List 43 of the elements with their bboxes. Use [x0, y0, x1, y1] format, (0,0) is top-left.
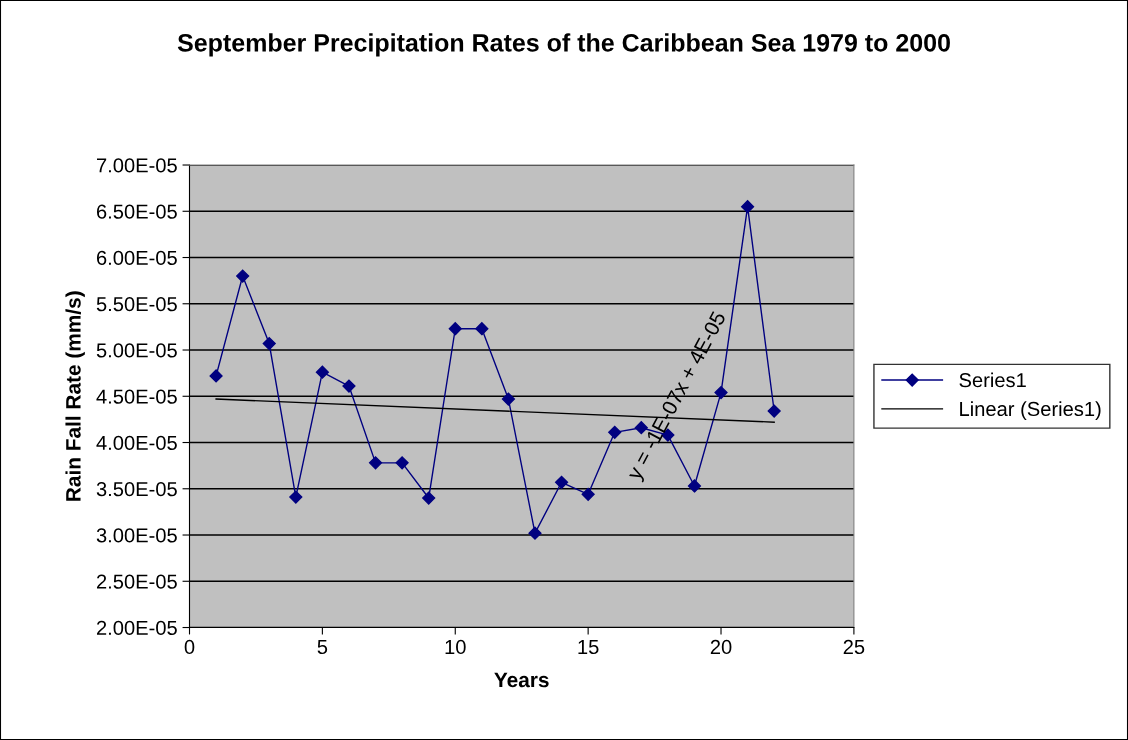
y-axis-title: Rain Fall Rate (mm/s) — [65, 291, 85, 501]
point — [395, 456, 409, 470]
y-tick-label: 6.00E-05 — [96, 250, 177, 266]
point — [554, 475, 569, 489]
point — [475, 322, 489, 336]
x-tick-label: 25 — [843, 639, 865, 655]
y-tick-label: 5.00E-05 — [96, 343, 177, 358]
point — [608, 425, 622, 439]
chart-title: September Precipitation Rates of the Caribbean Sea 1979 to 2000 — [177, 33, 950, 57]
point — [422, 491, 436, 505]
y-tick-label: 4.50E-05 — [96, 389, 177, 404]
x-tick-label: 10 — [445, 639, 466, 655]
y-tick-label: 3.00E-05 — [96, 528, 177, 543]
point — [634, 421, 648, 435]
y-tick-label: 2.50E-05 — [96, 574, 177, 589]
point — [448, 322, 462, 336]
point — [236, 269, 250, 283]
point — [687, 479, 702, 493]
point — [342, 379, 356, 393]
point — [581, 487, 595, 501]
point — [741, 200, 755, 214]
legend-label: Linear (Series1) — [960, 401, 1101, 421]
point — [289, 490, 303, 504]
point — [528, 526, 542, 540]
y-tick-label: 3.50E-05 — [96, 482, 177, 497]
point — [209, 369, 223, 383]
x-axis-title: Years — [494, 672, 549, 688]
legend-label: Series1 — [959, 372, 1026, 388]
point — [767, 404, 781, 418]
point — [262, 336, 276, 351]
x-tick-label: 20 — [710, 639, 732, 655]
y-tick-label: 4.00E-05 — [96, 435, 177, 451]
y-tick-label: 2.00E-05 — [96, 620, 177, 636]
x-tick-label: 0 — [184, 639, 195, 655]
y-tick-label: 7.00E-05 — [97, 158, 177, 173]
point — [368, 456, 383, 470]
point — [315, 365, 329, 379]
x-tick-label: 5 — [317, 640, 328, 655]
y-tick-label: 6.50E-05 — [96, 204, 177, 219]
point — [714, 385, 728, 400]
point — [501, 392, 516, 406]
y-tick-label: 5.50E-05 — [96, 297, 177, 312]
x-tick-label: 15 — [578, 640, 599, 655]
